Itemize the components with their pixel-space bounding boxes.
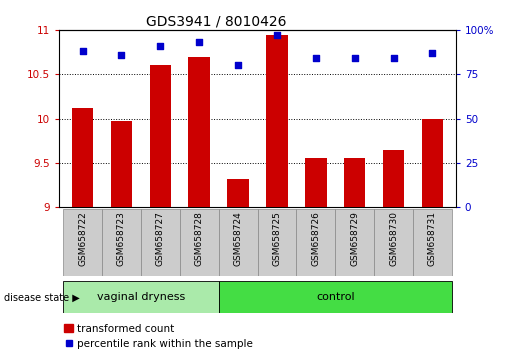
Bar [111, 121, 132, 207]
FancyBboxPatch shape [63, 209, 102, 276]
Point [156, 43, 164, 49]
Point [273, 33, 281, 38]
Text: GSM658722: GSM658722 [78, 211, 87, 266]
Bar [344, 158, 365, 207]
Text: GSM658728: GSM658728 [195, 211, 204, 266]
FancyBboxPatch shape [180, 209, 219, 276]
Text: control: control [316, 292, 354, 302]
Text: GSM658727: GSM658727 [156, 211, 165, 266]
Text: GSM658730: GSM658730 [389, 211, 398, 266]
Point [117, 52, 126, 58]
Bar [188, 57, 210, 207]
FancyBboxPatch shape [374, 209, 413, 276]
Text: vaginal dryness: vaginal dryness [97, 292, 185, 302]
Bar [383, 149, 404, 207]
Text: GSM658731: GSM658731 [428, 211, 437, 266]
Point [234, 63, 242, 68]
Bar [150, 65, 171, 207]
FancyBboxPatch shape [335, 209, 374, 276]
FancyBboxPatch shape [296, 209, 335, 276]
Bar [266, 35, 288, 207]
Text: GSM658723: GSM658723 [117, 211, 126, 266]
Point [195, 40, 203, 45]
Text: GSM658724: GSM658724 [234, 211, 243, 266]
Text: GSM658729: GSM658729 [350, 211, 359, 266]
Text: GSM658726: GSM658726 [311, 211, 320, 266]
FancyBboxPatch shape [63, 281, 219, 313]
Point [312, 56, 320, 61]
FancyBboxPatch shape [258, 209, 296, 276]
Text: GSM658725: GSM658725 [272, 211, 281, 266]
FancyBboxPatch shape [219, 281, 452, 313]
FancyBboxPatch shape [102, 209, 141, 276]
Bar [422, 119, 443, 207]
Bar [305, 158, 327, 207]
Point [428, 50, 437, 56]
FancyBboxPatch shape [141, 209, 180, 276]
Point [389, 56, 398, 61]
FancyBboxPatch shape [413, 209, 452, 276]
FancyBboxPatch shape [219, 209, 258, 276]
Legend: transformed count, percentile rank within the sample: transformed count, percentile rank withi… [64, 324, 253, 349]
Text: disease state ▶: disease state ▶ [4, 292, 80, 302]
Point [78, 48, 87, 54]
Text: GDS3941 / 8010426: GDS3941 / 8010426 [146, 14, 286, 28]
Point [351, 56, 359, 61]
Bar [227, 179, 249, 207]
Bar [72, 108, 93, 207]
